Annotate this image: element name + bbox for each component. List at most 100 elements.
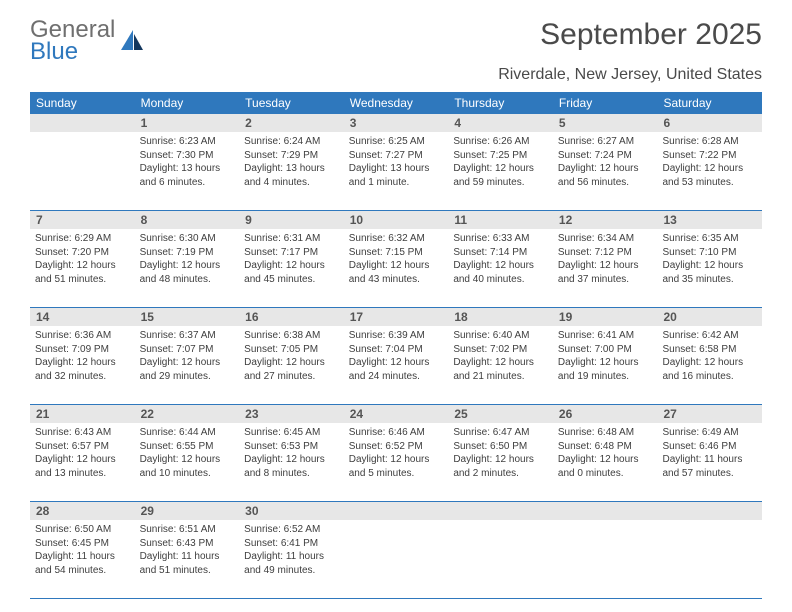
- daylight-text: Daylight: 12 hours and 21 minutes.: [453, 356, 548, 383]
- day-number: 30: [239, 502, 344, 520]
- sunset-text: Sunset: 6:55 PM: [140, 440, 235, 454]
- daylight-text: Daylight: 12 hours and 10 minutes.: [140, 453, 235, 480]
- sunset-text: Sunset: 7:02 PM: [453, 343, 548, 357]
- day-number: 29: [135, 502, 240, 520]
- day-cell: Sunrise: 6:52 AMSunset: 6:41 PMDaylight:…: [239, 520, 344, 598]
- day-cell: [344, 520, 449, 598]
- sunrise-text: Sunrise: 6:34 AM: [558, 232, 653, 246]
- sunset-text: Sunset: 7:12 PM: [558, 246, 653, 260]
- week-row: Sunrise: 6:43 AMSunset: 6:57 PMDaylight:…: [30, 423, 762, 502]
- day-number: 4: [448, 114, 553, 132]
- daylight-text: Daylight: 12 hours and 5 minutes.: [349, 453, 444, 480]
- day-cell: Sunrise: 6:42 AMSunset: 6:58 PMDaylight:…: [657, 326, 762, 404]
- sunset-text: Sunset: 7:14 PM: [453, 246, 548, 260]
- calendar-grid: Sunday Monday Tuesday Wednesday Thursday…: [30, 92, 762, 599]
- day-cell: Sunrise: 6:44 AMSunset: 6:55 PMDaylight:…: [135, 423, 240, 501]
- daynum-row: 282930: [30, 502, 762, 520]
- daylight-text: Daylight: 12 hours and 29 minutes.: [140, 356, 235, 383]
- daylight-text: Daylight: 11 hours and 54 minutes.: [35, 550, 130, 577]
- week-row: Sunrise: 6:36 AMSunset: 7:09 PMDaylight:…: [30, 326, 762, 405]
- day-cell: Sunrise: 6:50 AMSunset: 6:45 PMDaylight:…: [30, 520, 135, 598]
- sunset-text: Sunset: 7:25 PM: [453, 149, 548, 163]
- location-subtitle: Riverdale, New Jersey, United States: [30, 66, 762, 84]
- day-number: 25: [448, 405, 553, 423]
- sunset-text: Sunset: 7:19 PM: [140, 246, 235, 260]
- day-number: 8: [135, 211, 240, 229]
- day-cell: Sunrise: 6:30 AMSunset: 7:19 PMDaylight:…: [135, 229, 240, 307]
- sunrise-text: Sunrise: 6:23 AM: [140, 135, 235, 149]
- sunrise-text: Sunrise: 6:46 AM: [349, 426, 444, 440]
- sunset-text: Sunset: 6:43 PM: [140, 537, 235, 551]
- sunrise-text: Sunrise: 6:42 AM: [662, 329, 757, 343]
- day-cell: Sunrise: 6:39 AMSunset: 7:04 PMDaylight:…: [344, 326, 449, 404]
- day-cell: Sunrise: 6:35 AMSunset: 7:10 PMDaylight:…: [657, 229, 762, 307]
- day-cell: Sunrise: 6:47 AMSunset: 6:50 PMDaylight:…: [448, 423, 553, 501]
- daylight-text: Daylight: 12 hours and 8 minutes.: [244, 453, 339, 480]
- week-row: Sunrise: 6:50 AMSunset: 6:45 PMDaylight:…: [30, 520, 762, 599]
- sunrise-text: Sunrise: 6:49 AM: [662, 426, 757, 440]
- day-number: 1: [135, 114, 240, 132]
- weekday-label: Tuesday: [239, 92, 344, 114]
- day-number: 23: [239, 405, 344, 423]
- week-row: Sunrise: 6:29 AMSunset: 7:20 PMDaylight:…: [30, 229, 762, 308]
- weekday-header: Sunday Monday Tuesday Wednesday Thursday…: [30, 92, 762, 114]
- sunrise-text: Sunrise: 6:40 AM: [453, 329, 548, 343]
- day-number: 19: [553, 308, 658, 326]
- day-number: 16: [239, 308, 344, 326]
- daylight-text: Daylight: 12 hours and 35 minutes.: [662, 259, 757, 286]
- sunrise-text: Sunrise: 6:25 AM: [349, 135, 444, 149]
- day-number: 28: [30, 502, 135, 520]
- sail-icon: [119, 28, 145, 59]
- day-number: 11: [448, 211, 553, 229]
- day-cell: [657, 520, 762, 598]
- sunset-text: Sunset: 7:29 PM: [244, 149, 339, 163]
- day-number: 6: [657, 114, 762, 132]
- day-number: 20: [657, 308, 762, 326]
- sunrise-text: Sunrise: 6:37 AM: [140, 329, 235, 343]
- sunset-text: Sunset: 6:48 PM: [558, 440, 653, 454]
- sunset-text: Sunset: 6:58 PM: [662, 343, 757, 357]
- daylight-text: Daylight: 11 hours and 49 minutes.: [244, 550, 339, 577]
- sunset-text: Sunset: 6:41 PM: [244, 537, 339, 551]
- daylight-text: Daylight: 12 hours and 32 minutes.: [35, 356, 130, 383]
- day-cell: Sunrise: 6:25 AMSunset: 7:27 PMDaylight:…: [344, 132, 449, 210]
- daylight-text: Daylight: 12 hours and 16 minutes.: [662, 356, 757, 383]
- sunrise-text: Sunrise: 6:33 AM: [453, 232, 548, 246]
- sunrise-text: Sunrise: 6:27 AM: [558, 135, 653, 149]
- day-cell: Sunrise: 6:23 AMSunset: 7:30 PMDaylight:…: [135, 132, 240, 210]
- day-cell: Sunrise: 6:24 AMSunset: 7:29 PMDaylight:…: [239, 132, 344, 210]
- weekday-label: Saturday: [657, 92, 762, 114]
- day-number: 22: [135, 405, 240, 423]
- sunrise-text: Sunrise: 6:32 AM: [349, 232, 444, 246]
- sunset-text: Sunset: 6:45 PM: [35, 537, 130, 551]
- day-number: 15: [135, 308, 240, 326]
- day-cell: Sunrise: 6:36 AMSunset: 7:09 PMDaylight:…: [30, 326, 135, 404]
- day-cell: Sunrise: 6:37 AMSunset: 7:07 PMDaylight:…: [135, 326, 240, 404]
- day-cell: [30, 132, 135, 210]
- daylight-text: Daylight: 12 hours and 2 minutes.: [453, 453, 548, 480]
- brand-logo: General Blue: [30, 18, 145, 64]
- daylight-text: Daylight: 12 hours and 56 minutes.: [558, 162, 653, 189]
- daylight-text: Daylight: 12 hours and 43 minutes.: [349, 259, 444, 286]
- daylight-text: Daylight: 12 hours and 19 minutes.: [558, 356, 653, 383]
- day-cell: Sunrise: 6:41 AMSunset: 7:00 PMDaylight:…: [553, 326, 658, 404]
- day-number: [30, 114, 135, 132]
- sunset-text: Sunset: 7:27 PM: [349, 149, 444, 163]
- sunrise-text: Sunrise: 6:43 AM: [35, 426, 130, 440]
- day-cell: Sunrise: 6:43 AMSunset: 6:57 PMDaylight:…: [30, 423, 135, 501]
- daylight-text: Daylight: 13 hours and 4 minutes.: [244, 162, 339, 189]
- sunrise-text: Sunrise: 6:26 AM: [453, 135, 548, 149]
- logo-text-blue: Blue: [30, 40, 115, 64]
- sunrise-text: Sunrise: 6:24 AM: [244, 135, 339, 149]
- daylight-text: Daylight: 12 hours and 37 minutes.: [558, 259, 653, 286]
- day-number: [553, 502, 658, 520]
- day-cell: Sunrise: 6:29 AMSunset: 7:20 PMDaylight:…: [30, 229, 135, 307]
- day-number: 17: [344, 308, 449, 326]
- sunset-text: Sunset: 6:46 PM: [662, 440, 757, 454]
- sunset-text: Sunset: 7:20 PM: [35, 246, 130, 260]
- weekday-label: Friday: [553, 92, 658, 114]
- day-number: 13: [657, 211, 762, 229]
- weekday-label: Monday: [135, 92, 240, 114]
- day-cell: Sunrise: 6:27 AMSunset: 7:24 PMDaylight:…: [553, 132, 658, 210]
- day-number: 27: [657, 405, 762, 423]
